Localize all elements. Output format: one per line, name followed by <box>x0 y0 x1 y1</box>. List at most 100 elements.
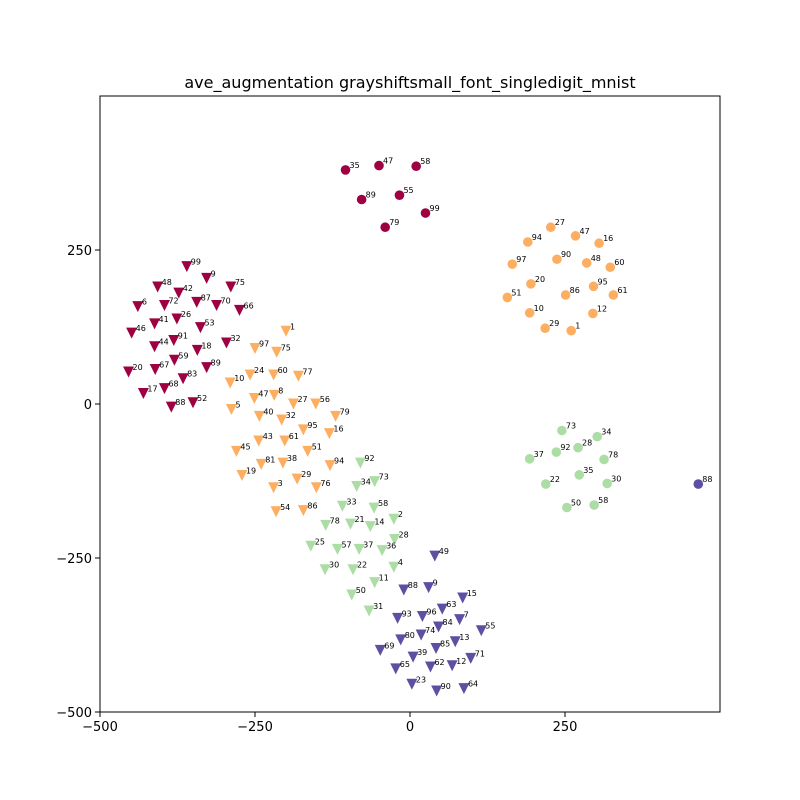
data-point <box>171 313 183 325</box>
data-label: 61 <box>617 286 627 295</box>
y-tick-label: 0 <box>84 398 92 413</box>
data-point <box>320 519 332 531</box>
data-point <box>201 272 213 284</box>
data-point <box>374 160 384 171</box>
data-point <box>347 564 359 576</box>
x-tick-label: 250 <box>553 720 578 735</box>
data-point <box>416 611 428 623</box>
data-point <box>168 335 180 347</box>
data-label: 89 <box>366 190 376 199</box>
data-point <box>551 447 562 457</box>
data-point <box>255 458 267 470</box>
data-label: 32 <box>286 411 296 420</box>
data-point <box>475 625 487 637</box>
data-label: 71 <box>475 649 485 658</box>
data-point <box>430 643 442 655</box>
data-label: 32 <box>230 334 240 343</box>
data-label: 10 <box>534 304 544 313</box>
data-point <box>330 410 342 422</box>
data-label: 88 <box>408 581 418 590</box>
data-label: 36 <box>386 542 396 551</box>
data-point <box>248 392 260 404</box>
data-label: 35 <box>350 161 360 170</box>
data-label: 80 <box>405 631 415 640</box>
data-label: 48 <box>591 254 601 263</box>
data-label: 73 <box>566 421 576 430</box>
data-point <box>570 231 581 241</box>
data-point <box>557 425 567 436</box>
data-label: 1 <box>575 322 580 331</box>
data-label: 2 <box>398 510 403 519</box>
data-point <box>589 500 599 510</box>
data-label: 6 <box>142 298 147 307</box>
data-point <box>137 388 149 400</box>
data-point <box>268 482 280 494</box>
y-tick-label: −250 <box>56 552 92 567</box>
data-label: 95 <box>307 421 317 430</box>
data-label: 75 <box>281 343 291 352</box>
data-label: 78 <box>608 450 618 459</box>
data-label: 65 <box>400 660 410 669</box>
data-point <box>291 473 303 485</box>
data-point <box>608 290 619 300</box>
data-label: 92 <box>560 443 570 452</box>
data-label: 26 <box>181 310 191 319</box>
data-label: 92 <box>364 454 374 463</box>
y-axis: −500 −250 0 250 <box>56 244 100 721</box>
data-point <box>465 652 477 664</box>
data-label: 44 <box>159 338 169 347</box>
data-point <box>225 281 237 293</box>
data-point <box>149 318 161 330</box>
data-label: 72 <box>168 296 178 305</box>
data-point <box>523 237 533 247</box>
data-label: 17 <box>147 385 157 394</box>
data-point <box>310 398 322 410</box>
data-point <box>287 398 299 410</box>
data-label: 27 <box>297 395 307 404</box>
data-label: 37 <box>363 540 373 549</box>
data-point <box>457 592 469 604</box>
data-point <box>540 323 550 334</box>
data-label: 50 <box>571 498 581 507</box>
data-point <box>507 259 518 269</box>
data-point <box>279 435 291 447</box>
data-label: 93 <box>402 609 412 618</box>
data-label: 88 <box>702 475 712 484</box>
data-point <box>602 478 612 489</box>
data-point <box>446 660 458 672</box>
data-point <box>220 337 232 349</box>
data-point <box>369 577 381 589</box>
data-label: 22 <box>550 475 560 484</box>
data-point <box>271 346 283 358</box>
data-label: 5 <box>235 401 240 410</box>
data-label: 12 <box>597 304 607 313</box>
data-point <box>449 636 461 648</box>
data-label: 89 <box>211 359 221 368</box>
data-label: 58 <box>598 496 608 505</box>
data-point <box>411 161 422 172</box>
data-label: 14 <box>374 518 384 527</box>
data-label: 94 <box>334 457 344 466</box>
data-label: 62 <box>434 658 444 667</box>
data-label: 58 <box>378 499 388 508</box>
data-label: 30 <box>611 474 621 483</box>
data-label: 34 <box>601 428 611 437</box>
data-point <box>398 584 410 596</box>
data-point <box>277 457 289 469</box>
data-point <box>354 457 366 469</box>
data-label: 99 <box>191 258 201 267</box>
data-point <box>340 165 351 175</box>
data-point <box>420 208 431 218</box>
data-label: 50 <box>356 586 366 595</box>
data-point <box>573 442 583 453</box>
data-point <box>346 589 358 601</box>
data-point <box>566 325 576 336</box>
data-label: 39 <box>417 648 427 657</box>
data-point <box>693 479 704 489</box>
data-label: 76 <box>320 479 330 488</box>
data-point <box>302 445 314 457</box>
data-point <box>524 454 535 464</box>
data-point <box>244 369 256 381</box>
x-tick-label: −500 <box>82 720 118 735</box>
data-point <box>149 364 161 376</box>
